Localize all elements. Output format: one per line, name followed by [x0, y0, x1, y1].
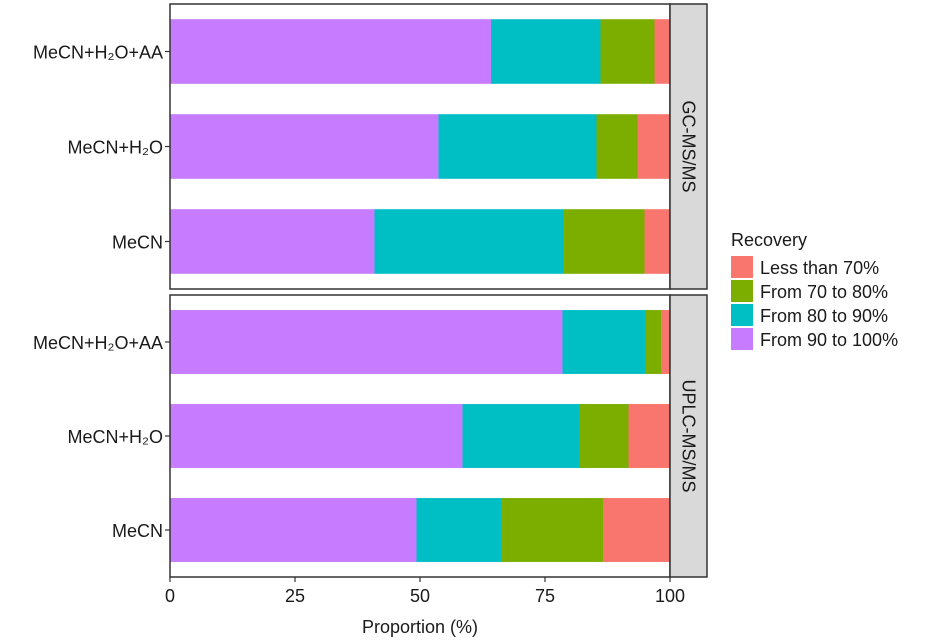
x-tick-label-100: 100 [655, 586, 685, 606]
bar-segment-gc-ms-ms-mecn-from-70-to-80 [563, 209, 645, 274]
facet-strip [669, 294, 708, 578]
legend-swatch-from-80-to-90 [731, 304, 753, 326]
bar-segment-gc-ms-ms-mecn-h-o-from-70-to-80 [596, 114, 638, 179]
x-tick-label-25: 25 [285, 586, 305, 606]
bar-segment-uplc-ms-ms-mecn-less-than-70 [603, 498, 670, 562]
panel-uplc-ms-ms: MeCN+H₂O+AA MeCN+H₂O MeCN UPLC-MS/MS [33, 294, 708, 578]
bar-segment-uplc-ms-ms-mecn-h-o-aa-from-80-to-90 [562, 310, 646, 374]
y-tick-label-mecn: MeCN [112, 233, 163, 253]
legend-swatch-from-70-to-80 [731, 280, 753, 302]
x-axis-label: Proportion (%) [362, 617, 478, 637]
bar-segment-gc-ms-ms-mecn-less-than-70 [644, 209, 670, 274]
facet-strip-label-uplc-ms-ms: UPLC-MS/MS [679, 379, 699, 492]
bar-segment-uplc-ms-ms-mecn-h-o-aa-from-90-to-100 [170, 310, 563, 374]
bar-segment-gc-ms-ms-mecn-h-o-less-than-70 [637, 114, 670, 179]
facet-strip-label-gc-ms-ms: GC-MS/MS [679, 101, 699, 193]
bar-segment-uplc-ms-ms-mecn-from-70-to-80 [501, 498, 603, 562]
legend-label-less-than-70: Less than 70% [760, 258, 879, 278]
x-axis: 0 25 50 75 100 [165, 577, 685, 606]
y-tick-label-mecn-h-o-aa: MeCN+H₂O+AA [33, 43, 163, 63]
x-tick-label-75: 75 [535, 586, 555, 606]
bar-segment-gc-ms-ms-mecn-from-80-to-90 [374, 209, 563, 274]
legend-label-from-80-to-90: From 80 to 90% [760, 306, 888, 326]
legend-swatch-from-90-to-100 [731, 328, 753, 350]
x-tick-label-0: 0 [165, 586, 175, 606]
legend-title: Recovery [731, 230, 807, 250]
bar-segment-gc-ms-ms-mecn-from-90-to-100 [170, 209, 375, 274]
bar-segment-uplc-ms-ms-mecn-from-90-to-100 [170, 498, 417, 562]
bar-segment-uplc-ms-ms-mecn-h-o-from-80-to-90 [462, 404, 580, 468]
legend-label-from-90-to-100: From 90 to 100% [760, 330, 898, 350]
bar-segment-gc-ms-ms-mecn-h-o-aa-from-80-to-90 [491, 19, 601, 84]
bar-segment-uplc-ms-ms-mecn-h-o-aa-less-than-70 [661, 310, 670, 374]
bar-segment-uplc-ms-ms-mecn-from-80-to-90 [416, 498, 501, 562]
panels-layer: MeCN+H₂O+AAMeCN+H₂OMeCNGC-MS/MSMeCN+H₂O+… [33, 3, 708, 578]
bar-segment-uplc-ms-ms-mecn-h-o-aa-from-70-to-80 [645, 310, 661, 374]
y-tick-label-mecn-h-o: MeCN+H₂O [67, 427, 163, 447]
bar-segment-uplc-ms-ms-mecn-h-o-from-90-to-100 [170, 404, 463, 468]
x-tick-label-50: 50 [410, 586, 430, 606]
bar-segment-gc-ms-ms-mecn-h-o-aa-from-70-to-80 [600, 19, 655, 84]
y-tick-label-mecn-h-o: MeCN+H₂O [67, 138, 163, 158]
bar-segment-uplc-ms-ms-mecn-h-o-less-than-70 [628, 404, 670, 468]
facet-strip [669, 3, 708, 290]
bar-segment-gc-ms-ms-mecn-h-o-from-90-to-100 [170, 114, 439, 179]
legend-swatch-less-than-70 [731, 256, 753, 278]
legend: Recovery Less than 70% From 70 to 80% From… [731, 230, 898, 350]
bar-segment-gc-ms-ms-mecn-h-o-from-80-to-90 [438, 114, 597, 179]
bar-segment-gc-ms-ms-mecn-h-o-aa-from-90-to-100 [170, 19, 491, 84]
bar-segment-uplc-ms-ms-mecn-h-o-from-70-to-80 [579, 404, 629, 468]
y-tick-label-mecn: MeCN [112, 521, 163, 541]
y-tick-label-mecn-h-o-aa: MeCN+H₂O+AA [33, 333, 163, 353]
panel-gc-ms-ms: MeCN+H₂O+AA MeCN+H₂O MeCN GC-MS/MS [33, 3, 708, 290]
bar-segment-gc-ms-ms-mecn-h-o-aa-less-than-70 [654, 19, 670, 84]
legend-label-from-70-to-80: From 70 to 80% [760, 282, 888, 302]
